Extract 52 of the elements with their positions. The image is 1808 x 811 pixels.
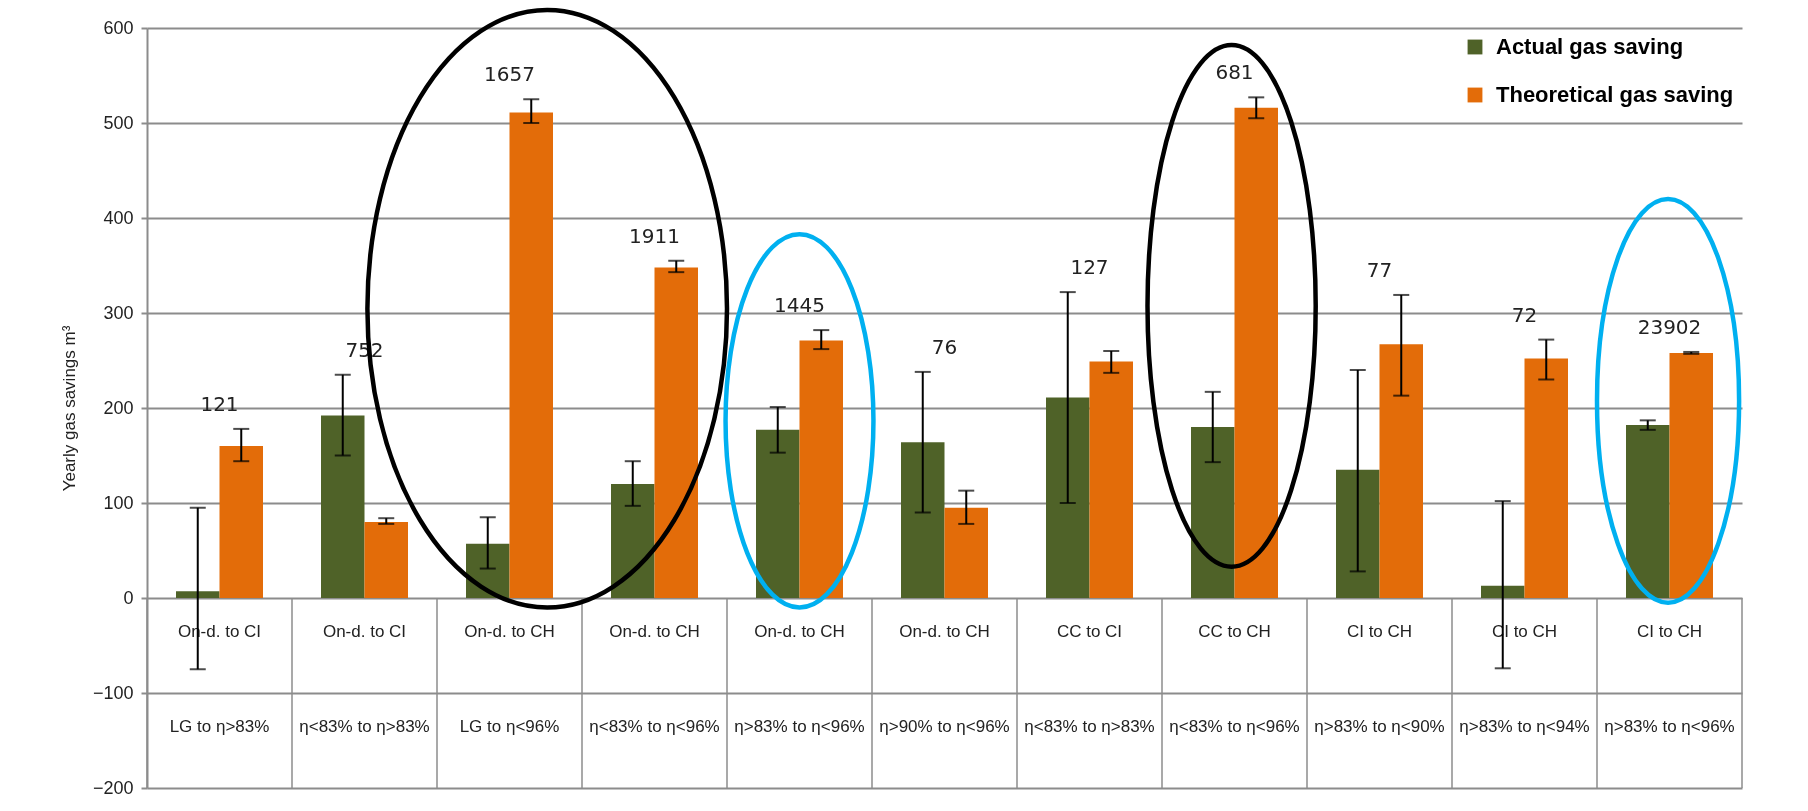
category-label: CC to CH η<83% to η<96% [1169, 622, 1300, 736]
bar [1234, 107, 1278, 598]
y-tick-label: 500 [103, 112, 134, 133]
legend-label: Actual gas saving [1496, 34, 1684, 59]
bar [944, 507, 988, 598]
category-label: CC to CI η<83% to η>83% [1024, 622, 1155, 736]
bar [321, 415, 365, 598]
bar [1191, 427, 1235, 598]
bar [1089, 361, 1133, 598]
y-tick-label: 100 [103, 492, 134, 513]
y-axis-title: Yearly gas savings m³ [59, 325, 79, 492]
bar [1379, 344, 1423, 598]
annotation: 1911 [629, 223, 680, 248]
y-tick-label: −200 [92, 777, 134, 798]
bar [1669, 352, 1713, 598]
category-label: On-d. to CH η>83% to η<96% [734, 622, 865, 736]
bar [1481, 585, 1525, 598]
bar [509, 112, 553, 598]
bar [1626, 425, 1670, 598]
bar [176, 591, 220, 598]
annotation: 23902 [1637, 314, 1702, 339]
bar [1046, 397, 1090, 598]
bar [1336, 469, 1380, 598]
category-label: On-d. to CH LG to η<96% [459, 622, 560, 736]
annotation: 121 [200, 391, 239, 416]
bar [654, 267, 698, 598]
y-tick-label: 0 [123, 587, 134, 608]
bar [799, 340, 843, 598]
y-tick-label: 400 [103, 207, 134, 228]
bar [364, 522, 408, 598]
annotation: 76 [931, 334, 958, 359]
bar [901, 442, 945, 598]
category-label: On-d. to CI η<83% to η>83% [299, 622, 430, 736]
bar [1524, 358, 1568, 598]
category-label: On-d. to CH η<83% to η<96% [589, 622, 720, 736]
y-tick-label: 200 [103, 397, 134, 418]
bar [756, 429, 800, 598]
category-label: On-d. to CH η>90% to η<96% [879, 622, 1010, 736]
bar [219, 446, 263, 598]
annotation: 681 [1215, 60, 1254, 85]
annotation: 127 [1070, 255, 1109, 280]
annotation: 1445 [774, 293, 825, 318]
annotation: 72 [1511, 302, 1538, 327]
category-label: CI to CH η>83% to η<90% [1314, 622, 1445, 736]
annotation: 1657 [484, 62, 535, 87]
bar [611, 484, 655, 598]
y-tick-label: 300 [103, 302, 134, 323]
y-tick-label: 600 [103, 17, 134, 38]
category-label: CI to CH η>83% to η<96% [1604, 622, 1735, 736]
annotation: 77 [1366, 257, 1393, 282]
legend-label: Theoretical gas saving [1496, 82, 1734, 107]
y-tick-label: −100 [92, 682, 134, 703]
